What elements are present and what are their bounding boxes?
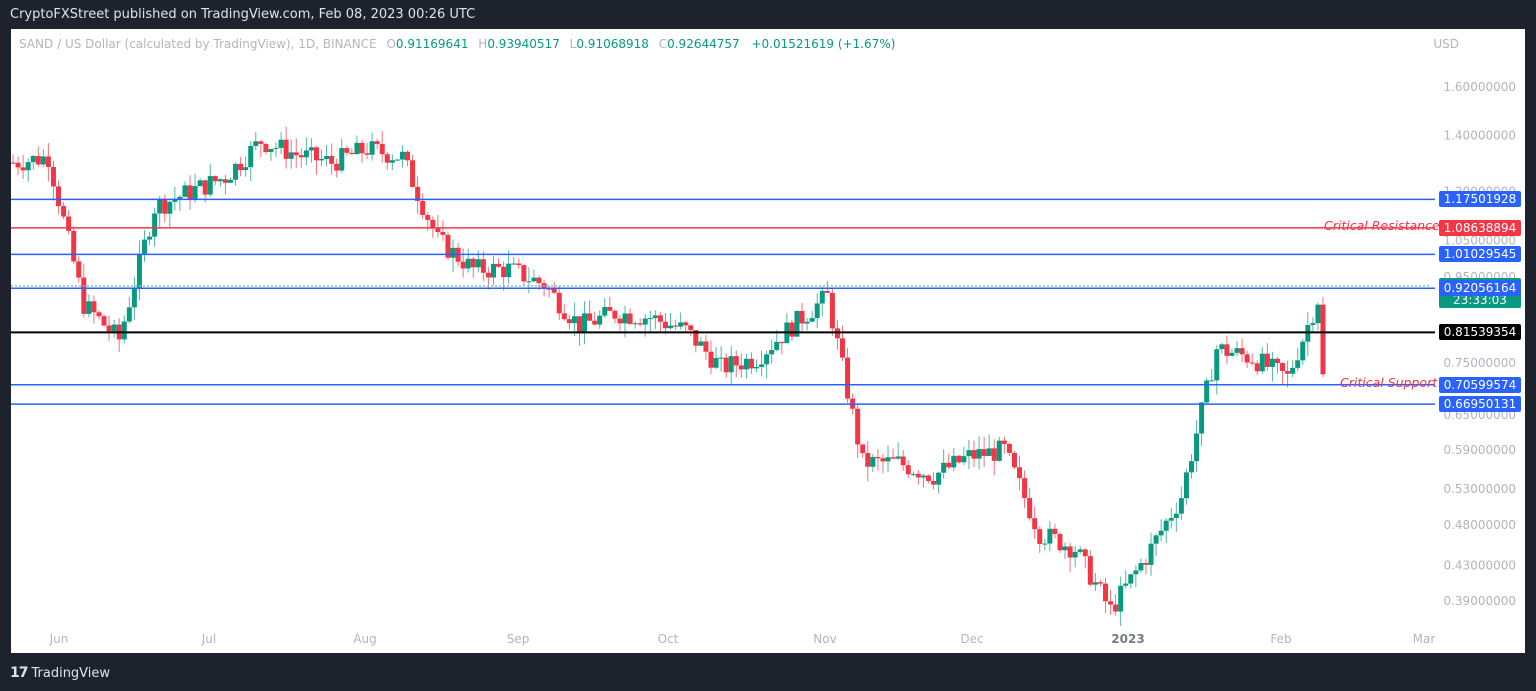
price-tag-0-70599574: 0.70599574 — [1439, 376, 1521, 393]
svg-text:0.39000000: 0.39000000 — [1443, 594, 1516, 608]
x-tick-oct: Oct — [657, 632, 679, 646]
high-value: 0.93940517 — [487, 37, 560, 51]
tradingview-brand[interactable]: 17 TradingView — [10, 665, 111, 681]
open-value: 0.91169641 — [395, 37, 469, 51]
price-tag-0-66950131: 0.66950131 — [1439, 396, 1521, 413]
svg-text:0.59000000: 0.59000000 — [1443, 443, 1516, 457]
x-tick-jun: Jun — [49, 632, 69, 646]
symbol-legend: SAND / US Dollar (calculated by TradingV… — [19, 37, 896, 51]
price-tag-0-81539354: 0.81539354 — [1439, 324, 1521, 341]
price-tag-1-01029545: 1.01029545 — [1439, 246, 1521, 263]
x-tick-feb: Feb — [1270, 632, 1292, 646]
svg-text:1.40000000: 1.40000000 — [1443, 129, 1516, 143]
x-tick-2023: 2023 — [1111, 632, 1145, 646]
x-tick-mar: Mar — [1412, 632, 1436, 646]
svg-text:0.48000000: 0.48000000 — [1443, 518, 1516, 532]
currency-label: USD — [1433, 37, 1459, 51]
x-tick-sep: Sep — [506, 632, 530, 646]
tradingview-logo-icon: 17 — [10, 665, 29, 681]
price-tag-1-17501928: 1.17501928 — [1439, 191, 1521, 208]
svg-text:0.75000000: 0.75000000 — [1443, 356, 1516, 370]
chart-panel[interactable]: SAND / US Dollar (calculated by TradingV… — [11, 29, 1525, 653]
x-tick-nov: Nov — [813, 632, 837, 646]
svg-text:0.43000000: 0.43000000 — [1443, 558, 1516, 572]
critical-resistance-label: Critical Resistance — [1324, 218, 1440, 233]
x-tick-dec: Dec — [960, 632, 984, 646]
critical-support-label: Critical Support — [1340, 375, 1438, 390]
candlestick-chart[interactable]: 1.600000001.400000001.200000001.05000000… — [11, 29, 1525, 653]
published-caption: CryptoFXStreet published on TradingView.… — [10, 7, 476, 22]
close-value: 0.92644757 — [667, 37, 740, 51]
price-tag-0-92056164: 0.92056164 — [1439, 280, 1521, 297]
low-value: 0.91068918 — [576, 37, 649, 51]
svg-text:0.53000000: 0.53000000 — [1443, 482, 1516, 496]
x-tick-aug: Aug — [353, 632, 377, 646]
price-tag-1-08638894: 1.08638894 — [1439, 219, 1521, 236]
svg-text:1.60000000: 1.60000000 — [1443, 80, 1516, 94]
svg-text:1.05000000: 1.05000000 — [1443, 233, 1516, 247]
symbol-title: SAND / US Dollar (calculated by TradingV… — [19, 37, 377, 51]
change-value: +0.01521619 (+1.67%) — [751, 37, 896, 51]
x-tick-jul: Jul — [201, 632, 217, 646]
